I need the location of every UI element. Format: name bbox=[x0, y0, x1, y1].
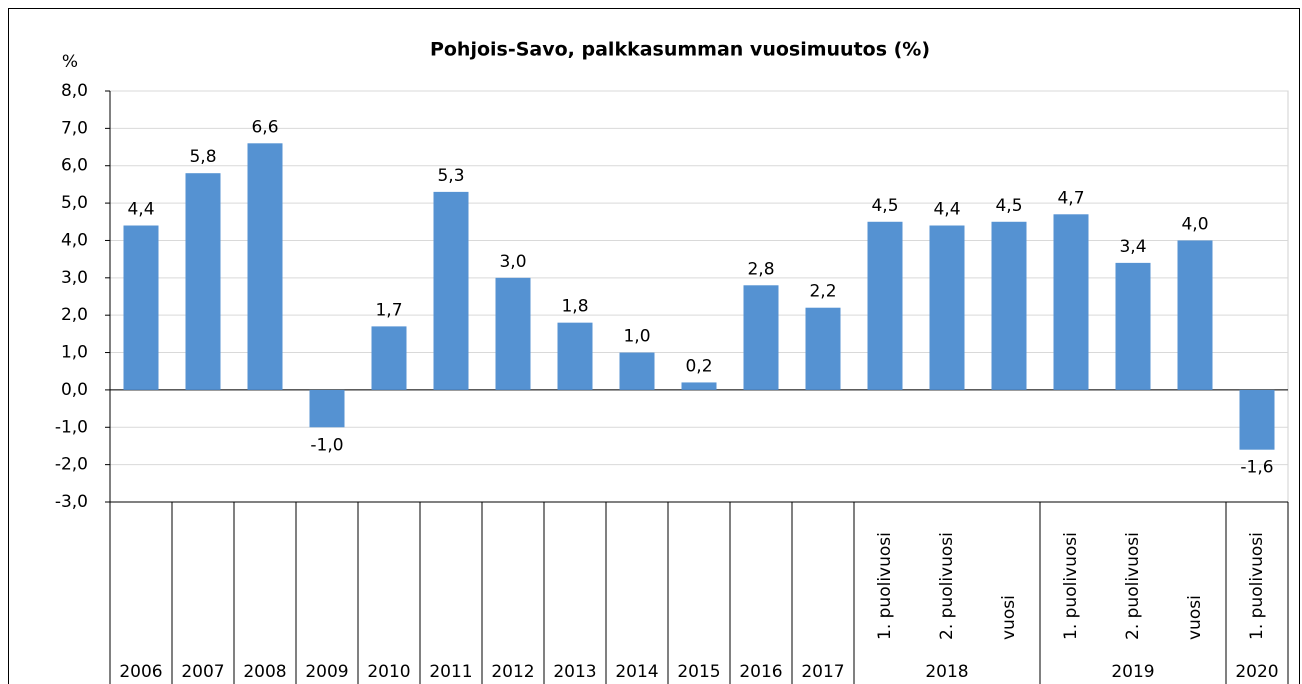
group-label: 2010 bbox=[367, 662, 410, 682]
value-label: 3,4 bbox=[1119, 237, 1146, 257]
value-label: 4,0 bbox=[1181, 214, 1208, 234]
bar bbox=[743, 285, 779, 390]
value-label: -1,0 bbox=[310, 435, 343, 455]
value-label: 5,8 bbox=[189, 147, 216, 167]
bar bbox=[991, 221, 1027, 390]
y-tick-label: 5,0 bbox=[61, 193, 88, 213]
y-tick-label: 3,0 bbox=[61, 268, 88, 288]
value-label: 6,6 bbox=[251, 117, 278, 137]
value-label: 2,8 bbox=[747, 259, 774, 279]
value-label: 5,3 bbox=[437, 166, 464, 186]
bar bbox=[371, 326, 407, 390]
value-label: 4,5 bbox=[995, 196, 1022, 216]
group-label: 2013 bbox=[553, 662, 596, 682]
bar bbox=[619, 352, 655, 390]
value-label: 0,2 bbox=[685, 356, 712, 376]
x-tick-label: 1. puolivuosi bbox=[875, 532, 895, 640]
group-label: 2011 bbox=[429, 662, 472, 682]
y-tick-label: 8,0 bbox=[61, 81, 88, 101]
bar bbox=[123, 225, 159, 390]
value-label: 4,4 bbox=[933, 200, 960, 220]
bar bbox=[1115, 262, 1151, 390]
group-label: 2016 bbox=[739, 662, 782, 682]
bar bbox=[247, 143, 283, 390]
y-tick-label: -1,0 bbox=[55, 417, 88, 437]
group-label: 2015 bbox=[677, 662, 720, 682]
value-label: 4,7 bbox=[1057, 188, 1084, 208]
x-tick-label: 1. puolivuosi bbox=[1061, 532, 1081, 640]
group-label: 2009 bbox=[305, 662, 348, 682]
y-tick-label: 4,0 bbox=[61, 230, 88, 250]
bar bbox=[805, 307, 841, 390]
value-label: 4,4 bbox=[127, 200, 154, 220]
group-label: 2012 bbox=[491, 662, 534, 682]
value-label: 2,2 bbox=[809, 282, 836, 302]
y-tick-label: 1,0 bbox=[61, 343, 88, 363]
bar bbox=[681, 382, 717, 390]
bar bbox=[1177, 240, 1213, 390]
group-label: 2006 bbox=[119, 662, 162, 682]
bar bbox=[433, 191, 469, 390]
bar bbox=[309, 389, 345, 428]
value-label: -1,6 bbox=[1240, 458, 1273, 478]
bar bbox=[185, 173, 221, 390]
bar bbox=[867, 221, 903, 390]
y-axis-label: % bbox=[62, 52, 78, 72]
frame bbox=[8, 8, 1300, 684]
group-label: 2008 bbox=[243, 662, 286, 682]
group-label: 2020 bbox=[1235, 662, 1278, 682]
plot-border bbox=[109, 90, 1289, 503]
x-tick-label: vuosi bbox=[1185, 595, 1205, 640]
chart-title: Pohjois-Savo, palkkasumman vuosimuutos (… bbox=[430, 39, 930, 61]
group-label: 2018 bbox=[925, 662, 968, 682]
y-tick-label: 2,0 bbox=[61, 305, 88, 325]
y-tick-label: -3,0 bbox=[55, 492, 88, 512]
group-label: 2019 bbox=[1111, 662, 1154, 682]
x-tick-label: 2. puolivuosi bbox=[1123, 532, 1143, 640]
bar bbox=[1053, 214, 1089, 390]
group-label: 2017 bbox=[801, 662, 844, 682]
bar bbox=[557, 322, 593, 390]
y-tick-label: 0,0 bbox=[61, 380, 88, 400]
x-tick-label: vuosi bbox=[999, 595, 1019, 640]
value-label: 1,7 bbox=[375, 300, 402, 320]
bar bbox=[929, 225, 965, 390]
bar bbox=[495, 277, 531, 390]
value-label: 1,0 bbox=[623, 327, 650, 347]
value-label: 4,5 bbox=[871, 196, 898, 216]
value-label: 3,0 bbox=[499, 252, 526, 272]
x-tick-label: 2. puolivuosi bbox=[937, 532, 957, 640]
group-label: 2007 bbox=[181, 662, 224, 682]
y-tick-label: 7,0 bbox=[61, 118, 88, 138]
value-label: 1,8 bbox=[561, 297, 588, 317]
y-tick-label: -2,0 bbox=[55, 455, 88, 475]
y-tick-label: 6,0 bbox=[61, 156, 88, 176]
x-tick-label: 1. puolivuosi bbox=[1247, 532, 1267, 640]
group-label: 2014 bbox=[615, 662, 658, 682]
bar bbox=[1239, 389, 1275, 450]
